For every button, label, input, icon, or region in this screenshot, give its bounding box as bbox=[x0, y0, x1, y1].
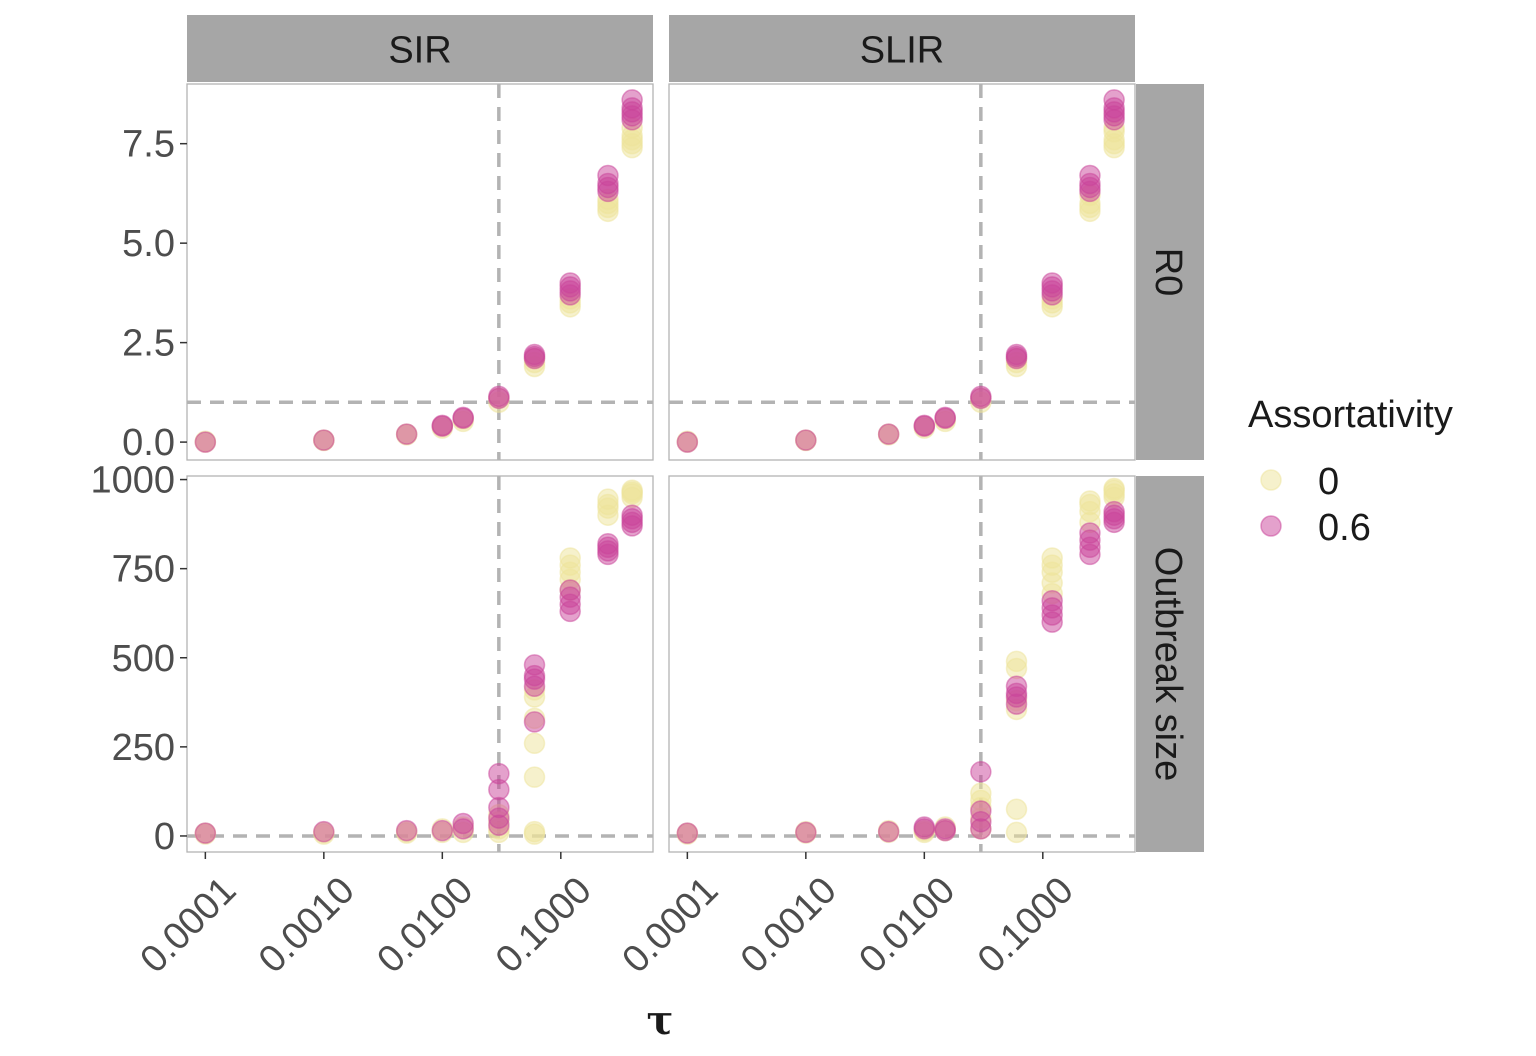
data-point bbox=[452, 812, 474, 835]
x-tick-label: 0.0010 bbox=[251, 869, 363, 981]
data-point bbox=[934, 406, 956, 429]
data-point bbox=[194, 431, 217, 453]
legend-label: 0.6 bbox=[1318, 507, 1371, 549]
data-point bbox=[877, 423, 900, 445]
strip-label: SLIR bbox=[860, 30, 944, 72]
data-point bbox=[1079, 490, 1101, 512]
y-tick-label: 7.5 bbox=[122, 124, 175, 166]
strip-slir bbox=[669, 15, 1135, 82]
data-point bbox=[559, 272, 581, 294]
data-point bbox=[676, 431, 699, 453]
data-point bbox=[313, 429, 335, 451]
data-point bbox=[597, 532, 619, 555]
y-tick-label: 250 bbox=[112, 727, 175, 769]
data-point bbox=[488, 796, 510, 819]
data-point bbox=[313, 820, 335, 843]
x-tick-label: 0.1000 bbox=[970, 869, 1082, 981]
data-point bbox=[1079, 522, 1101, 544]
data-point bbox=[597, 488, 619, 510]
y-tick-label: 0 bbox=[154, 816, 175, 858]
x-tick-label: 0.0100 bbox=[369, 869, 481, 981]
data-point bbox=[913, 414, 936, 437]
x-tick-label: 0.0001 bbox=[615, 869, 727, 981]
data-point bbox=[1079, 164, 1101, 187]
data-point bbox=[1005, 821, 1028, 844]
strip-label: Outbreak size bbox=[1147, 547, 1189, 781]
data-point bbox=[1005, 343, 1028, 366]
data-point bbox=[1041, 272, 1063, 294]
x-tick-label: 0.0100 bbox=[851, 869, 963, 981]
data-point bbox=[523, 766, 546, 788]
data-point bbox=[194, 822, 217, 844]
data-point bbox=[1103, 500, 1125, 523]
data-point bbox=[795, 429, 817, 451]
y-tick-label: 750 bbox=[112, 549, 175, 591]
data-point bbox=[559, 579, 581, 601]
data-point bbox=[597, 164, 619, 187]
data-point bbox=[621, 89, 643, 111]
data-point bbox=[488, 762, 510, 785]
panel-background bbox=[668, 83, 1136, 461]
legend: Assortativity 00.6 bbox=[1248, 394, 1453, 549]
data-point bbox=[452, 406, 474, 429]
data-point bbox=[621, 479, 643, 502]
panel-background bbox=[668, 475, 1136, 853]
strips-layer: SIR SLIR R0 Outbreak size bbox=[187, 15, 1204, 852]
data-point bbox=[676, 822, 699, 844]
data-point bbox=[970, 782, 992, 804]
data-point bbox=[431, 414, 454, 437]
data-point bbox=[523, 732, 546, 755]
strip-label: SIR bbox=[388, 30, 451, 72]
strip-row-0 bbox=[1136, 84, 1204, 460]
y-tick-label: 1000 bbox=[90, 460, 175, 502]
data-point bbox=[523, 820, 546, 843]
y-tick-label: 2.5 bbox=[122, 323, 175, 365]
legend-label: 0 bbox=[1318, 461, 1339, 503]
data-point bbox=[1005, 650, 1028, 673]
x-tick-label: 0.0010 bbox=[733, 869, 845, 981]
data-point bbox=[431, 819, 454, 842]
data-point bbox=[970, 800, 992, 822]
data-point bbox=[1103, 477, 1125, 500]
strip-row-1 bbox=[1136, 476, 1204, 852]
data-point bbox=[1005, 675, 1028, 698]
data-point bbox=[970, 761, 992, 783]
legend-key bbox=[1260, 515, 1282, 537]
y-tick-label: 500 bbox=[112, 638, 175, 680]
data-point bbox=[877, 820, 900, 843]
data-point bbox=[913, 816, 936, 838]
data-point bbox=[523, 654, 546, 676]
data-point bbox=[395, 423, 418, 445]
panel-background bbox=[186, 475, 654, 853]
data-point bbox=[1005, 798, 1028, 820]
strip-label: R0 bbox=[1147, 248, 1189, 297]
data-point bbox=[523, 711, 546, 733]
data-point bbox=[559, 547, 581, 569]
y-tick-label: 0.0 bbox=[122, 422, 175, 464]
panels-layer bbox=[186, 83, 1136, 853]
x-tick-label: 0.0001 bbox=[133, 869, 245, 981]
data-point bbox=[523, 343, 546, 366]
data-point bbox=[934, 818, 956, 840]
legend-title: Assortativity bbox=[1248, 394, 1453, 436]
data-point bbox=[795, 821, 817, 844]
x-tick-label: 0.1000 bbox=[488, 869, 600, 981]
x-axis-label: τ bbox=[647, 997, 674, 1044]
data-point bbox=[970, 385, 992, 408]
data-point bbox=[1041, 589, 1063, 612]
data-point bbox=[621, 504, 643, 526]
data-point bbox=[488, 385, 510, 408]
data-point bbox=[1103, 89, 1125, 111]
data-point bbox=[395, 819, 418, 842]
y-tick-label: 5.0 bbox=[122, 223, 175, 265]
legend-key bbox=[1260, 469, 1282, 491]
panel-background bbox=[186, 83, 654, 461]
data-point bbox=[1041, 547, 1063, 569]
strip-sir bbox=[187, 15, 653, 82]
